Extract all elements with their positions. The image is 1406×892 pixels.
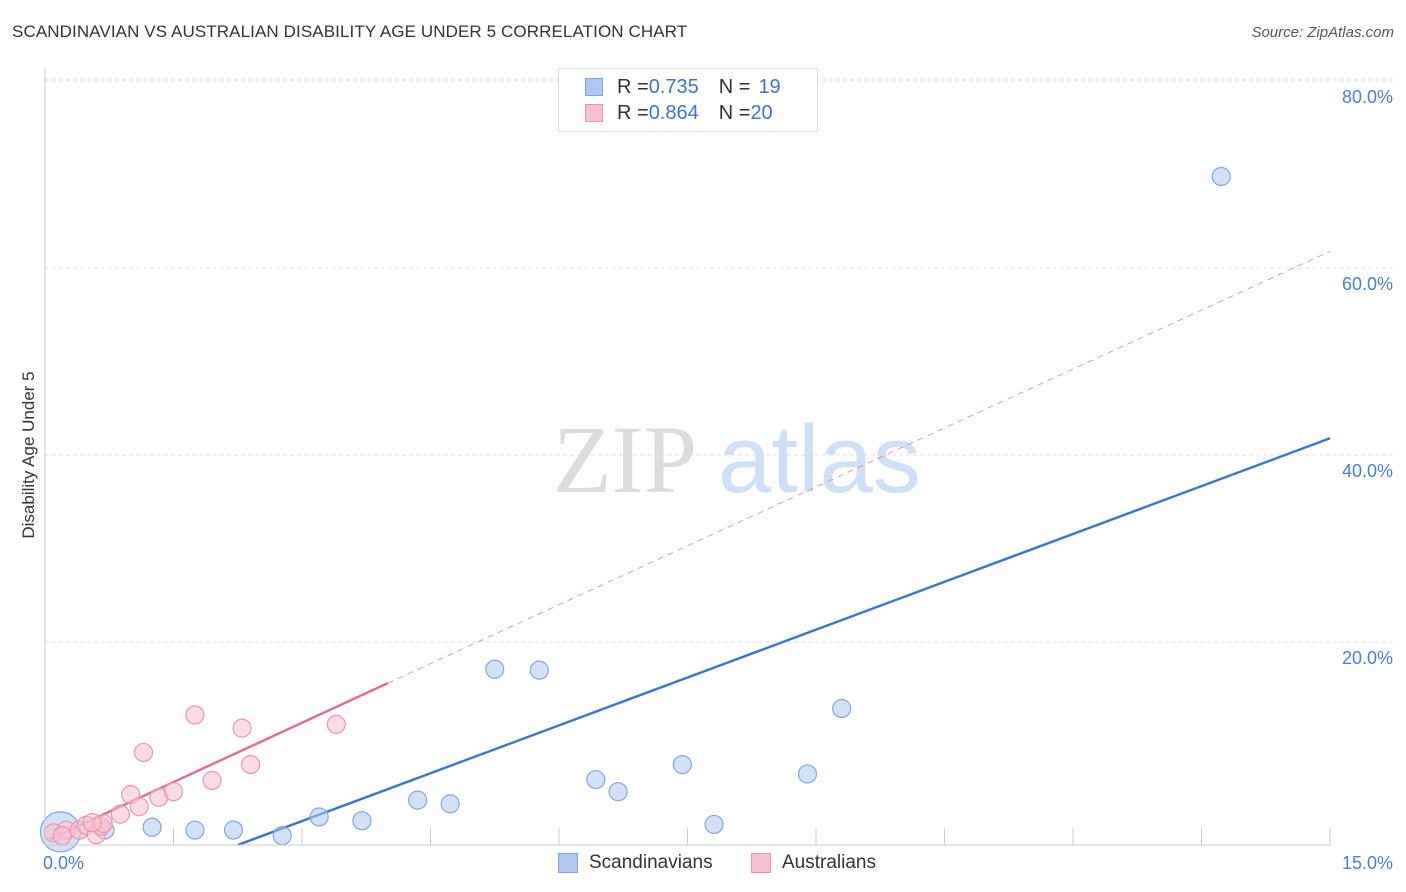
watermark: ZIP atlas [553,406,921,513]
watermark-zip: ZIP [553,406,697,513]
legend-swatch-scandinavians [585,78,603,96]
bottom-legend-label-australians: Australians [782,852,876,873]
chart-source: Source: ZipAtlas.com [1251,24,1394,41]
data-point [185,820,205,840]
data-point [223,820,244,840]
data-point [832,698,852,719]
x-tick-label: 0.0% [43,853,84,873]
legend-r-label: R = [617,75,649,98]
data-point [440,794,460,814]
data-point [326,714,346,734]
legend-row-australians: R = 0.864 N = 20 [585,101,773,125]
y-tick-label: 60.0% [1342,274,1393,294]
data-point [232,718,252,738]
data-point [1211,166,1231,187]
legend-r-value: 0.735 [648,75,699,98]
bottom-legend-scandinavians: Scandinavians [558,852,713,874]
data-point [704,814,724,835]
fit-line [237,437,1331,847]
data-point [82,812,102,833]
data-points [39,166,1231,853]
data-point [272,826,292,846]
fit-lines [48,250,1331,847]
bottom-legend-swatch-scandinavians [558,853,578,873]
data-point [241,754,261,775]
y-tick-label: 20.0% [1342,648,1393,668]
data-point [608,782,628,802]
y-tick-label: 80.0% [1342,87,1393,107]
bottom-legend-australians: Australians [751,852,876,874]
grid-layer [45,78,1395,643]
data-point [142,817,162,837]
y-axis-label: Disability Age Under 5 [19,371,38,538]
data-point [309,807,329,827]
data-point [408,790,428,810]
legend-r-label: R = [617,101,649,124]
axes: 20.0% 40.0% 60.0% 80.0% 0.0% 15.0% [43,68,1393,873]
data-point [672,754,692,775]
bottom-legend-label-scandinavians: Scandinavians [589,852,713,873]
data-point [202,770,222,791]
data-point [133,742,154,763]
legend-swatch-australians [585,104,603,122]
data-point [129,797,149,817]
data-point [797,764,818,784]
chart-title: SCANDINAVIAN VS AUSTRALIAN DISABILITY AG… [12,22,688,41]
x-tick-label: 15.0% [1342,853,1393,873]
data-point [485,659,505,679]
legend-r-value: 0.864 [648,101,699,124]
data-point [110,804,130,824]
legend-n-value: 19 [758,75,781,98]
legend-n-label: N = [718,101,751,124]
data-point [529,660,549,680]
data-point [586,769,606,790]
watermark-atlas: atlas [718,406,921,513]
fit-line-extension [387,250,1331,684]
data-point [52,826,72,846]
data-point [352,811,372,831]
legend-row-scandinavians: R = 0.735 N = 19 [585,75,781,99]
fit-line [48,682,389,841]
y-tick-label: 40.0% [1342,461,1393,481]
data-point [163,782,184,802]
bottom-legend-swatch-australians [751,853,771,873]
legend-n-label: N = [718,75,751,98]
correlation-legend: R = 0.735 N = 19 R = 0.864 N = 20 [558,68,818,132]
legend-n-value: 20 [750,101,773,124]
data-point [185,705,205,725]
